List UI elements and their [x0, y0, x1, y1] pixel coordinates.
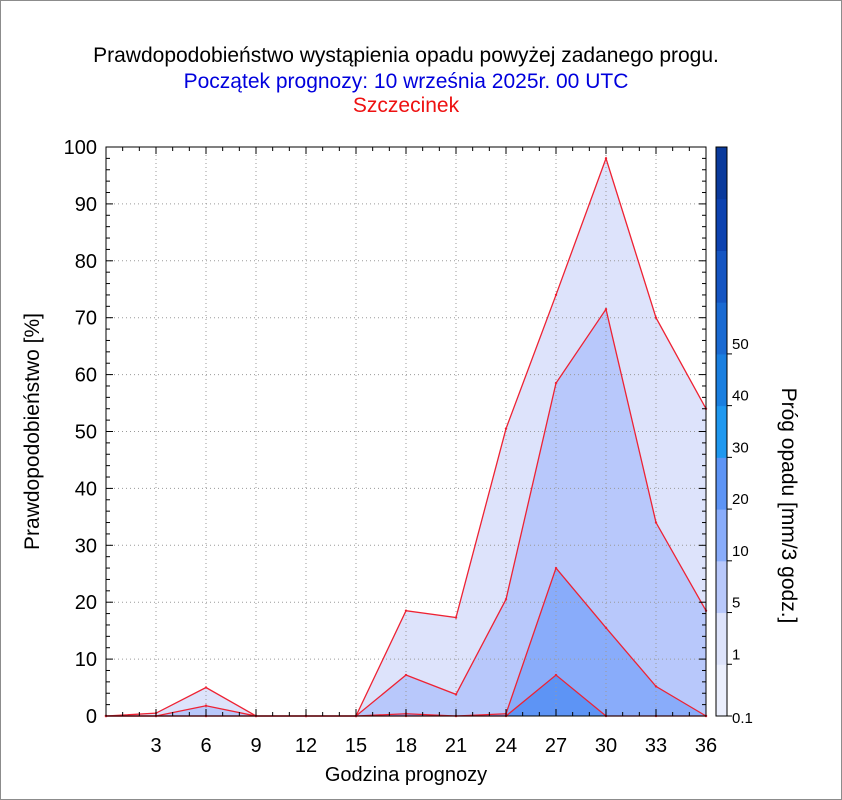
x-tick-label: 15 [345, 735, 367, 757]
colorbar-segment [716, 405, 727, 458]
colorbar-segment [716, 509, 727, 562]
data-point [554, 293, 558, 297]
data-point [654, 316, 658, 319]
data-point [404, 673, 408, 677]
data-point [604, 626, 608, 630]
data-point [204, 686, 208, 689]
x-tick-label: 6 [200, 735, 211, 757]
data-point [504, 427, 508, 430]
colorbar-segment [716, 457, 727, 510]
data-point [504, 598, 508, 601]
colorbar-segment [716, 560, 727, 614]
data-point [604, 157, 608, 160]
x-tick-label: 36 [695, 735, 717, 757]
x-axis-label: Godzina prognozy [325, 764, 487, 786]
colorbar-tick-label: 5 [732, 595, 740, 612]
y-tick-label: 100 [64, 137, 97, 159]
y-axis-label: Prawdopodobieństwo [%] [21, 313, 44, 550]
colorbar-segment [716, 250, 727, 303]
y-tick-label: 90 [75, 194, 97, 216]
colorbar-tick-label: 0.1 [732, 710, 753, 727]
data-point [454, 616, 458, 619]
x-tick-label: 33 [645, 735, 667, 757]
area-threshold-10 [106, 675, 706, 716]
data-point [404, 609, 408, 612]
x-tick-label: 12 [295, 735, 317, 757]
y-tick-label: 20 [75, 592, 97, 614]
y-tick-label: 50 [75, 422, 97, 444]
colorbar-tick-label: 30 [732, 439, 749, 456]
colorbar-label: Próg opadu [mm/3 godz.] [777, 388, 800, 624]
data-point [204, 704, 208, 707]
data-point [554, 673, 558, 677]
x-tick-label: 3 [150, 735, 161, 757]
forecast-start-subtitle: Początek prognozy: 10 września 2025r. 00… [183, 70, 629, 93]
colorbar-segment [716, 353, 727, 407]
data-point [454, 693, 458, 696]
y-tick-label: 80 [75, 251, 97, 273]
colorbar-tick-label: 10 [732, 543, 749, 560]
location-name: Szczecinek [352, 94, 460, 117]
y-tick-label: 60 [75, 365, 97, 387]
colorbar-tick-label: 20 [732, 491, 749, 508]
y-tick-label: 40 [75, 478, 97, 500]
colorbar-tick-label: 40 [732, 388, 749, 405]
colorbar-border [715, 146, 728, 717]
data-point [654, 685, 658, 688]
y-tick-label: 30 [75, 535, 97, 557]
colorbar-segment [716, 198, 727, 251]
colorbar-tick-label: 1 [732, 646, 740, 663]
data-point [554, 381, 558, 385]
colorbar-tick-label: 50 [732, 336, 749, 353]
colorbar-segment [716, 302, 727, 355]
x-tick-label: 27 [545, 735, 567, 757]
data-point [554, 566, 558, 570]
x-tick-label: 24 [495, 735, 517, 757]
y-tick-label: 0 [86, 706, 97, 728]
chart-title: Prawdopodobieństwo wystąpienia opadu pow… [93, 44, 719, 67]
x-tick-label: 30 [595, 735, 617, 757]
data-point [604, 307, 608, 311]
y-tick-label: 70 [75, 308, 97, 330]
colorbar-segment [716, 664, 727, 717]
colorbar-segment [716, 147, 727, 200]
x-tick-label: 9 [250, 735, 261, 757]
colorbar-segment [716, 612, 727, 665]
x-tick-label: 21 [445, 735, 467, 757]
data-point [654, 521, 658, 524]
y-tick-label: 10 [75, 649, 97, 671]
x-tick-label: 18 [395, 735, 417, 757]
